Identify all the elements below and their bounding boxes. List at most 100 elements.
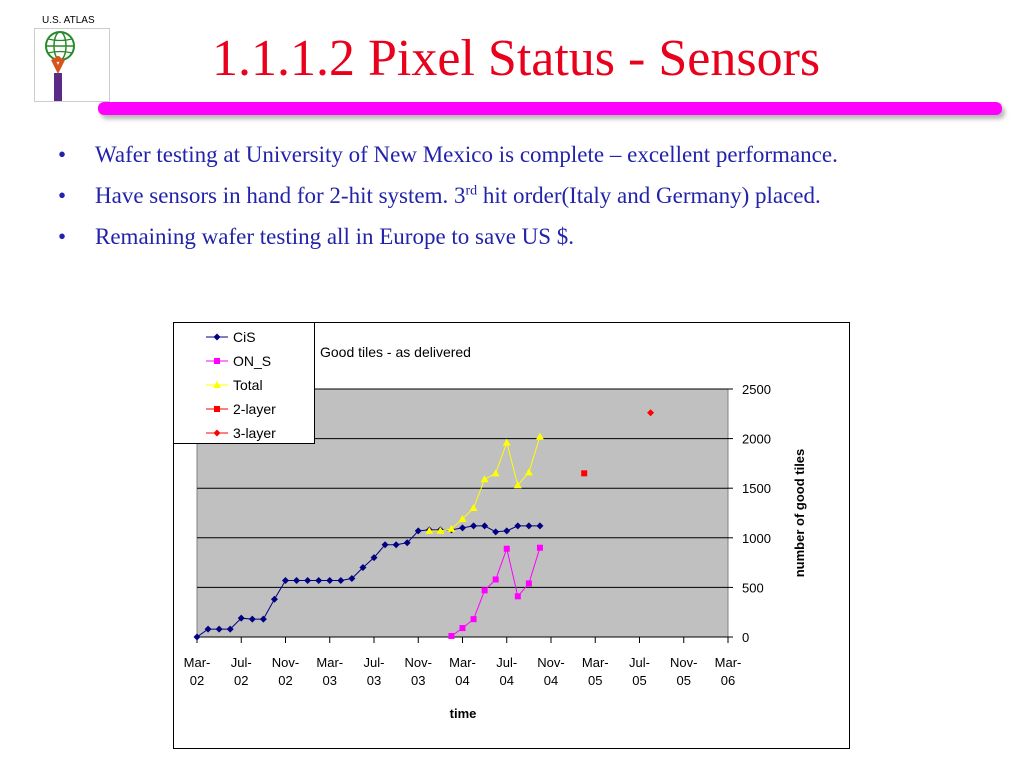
data-point-on-s — [525, 580, 532, 587]
data-point-cis — [248, 615, 256, 623]
data-point-cis — [359, 564, 367, 572]
data-point-total — [425, 526, 434, 534]
data-point-cis — [293, 576, 301, 584]
data-point-cis — [381, 541, 389, 549]
bullet-dot: • — [58, 183, 67, 208]
x-tick-label: Mar-04 — [449, 655, 476, 688]
y-tick-label: 500 — [742, 580, 764, 595]
data-point-total — [502, 438, 511, 446]
bullet-list: • Wafer testing at University of New Mexi… — [58, 138, 958, 261]
plot-area — [196, 388, 729, 638]
data-point-cis — [459, 524, 466, 532]
data-point-cis — [315, 576, 323, 584]
data-point-cis — [237, 614, 245, 622]
data-point-cis — [215, 625, 223, 633]
data-point-total — [524, 468, 533, 476]
data-point-total — [447, 524, 456, 532]
data-point-on-s — [503, 545, 510, 552]
data-point-total — [480, 475, 489, 483]
data-point-cis — [226, 625, 234, 633]
data-point-total — [513, 481, 522, 489]
x-tick-label: Jul-05 — [629, 655, 650, 688]
data-point-on-s — [514, 593, 521, 600]
legend-marker-3-layer — [213, 429, 221, 437]
bullet-item: • Have sensors in hand for 2-hit system. … — [58, 179, 958, 212]
data-point-cis — [193, 633, 201, 641]
y-tick-label: 2500 — [742, 382, 771, 397]
title-underline-bar — [98, 102, 1002, 115]
bullet-dot: • — [58, 142, 67, 167]
x-tick-label: Jul-02 — [231, 655, 252, 688]
data-point-on-s — [448, 633, 455, 640]
tiles-chart: 0 500 1000 1500 2000 2500 Mar-02 Jul-02 Nov-02 Ma… — [173, 322, 850, 749]
x-tick-label: Nov-04 — [537, 655, 564, 688]
data-point-cis — [370, 554, 378, 562]
bullet-superscript: rd — [465, 183, 478, 199]
data-point-cis — [204, 625, 212, 633]
y-tick-label: 2000 — [742, 432, 771, 447]
legend-label-2-layer: 2-layer — [233, 401, 276, 417]
y-axis-label: number of good tiles — [792, 449, 807, 578]
data-point-total — [535, 432, 544, 440]
data-point-3-layer — [647, 409, 655, 417]
bullet-text: Have sensors in hand for 2-hit system. 3 — [95, 183, 466, 208]
x-tick-label: Jul-04 — [496, 655, 517, 688]
data-point-on-s — [470, 616, 477, 623]
data-point-cis — [326, 576, 334, 584]
x-tick-label: Nov-03 — [405, 655, 432, 688]
data-point-cis — [481, 522, 489, 530]
legend-label-on-s: ON_S — [233, 353, 271, 369]
legend-label-cis: CiS — [233, 329, 256, 345]
bullet-item: • Remaining wafer testing all in Europe t… — [58, 220, 958, 253]
data-point-total — [458, 514, 467, 522]
x-tick-label: Jul-03 — [364, 655, 385, 688]
data-point-cis — [282, 576, 289, 584]
data-point-cis — [525, 522, 533, 530]
data-point-cis — [536, 522, 544, 530]
data-point-total — [469, 504, 478, 512]
legend-marker-on-s — [214, 358, 220, 364]
data-point-cis — [259, 615, 267, 623]
data-point-cis — [514, 522, 522, 530]
data-point-cis — [503, 527, 511, 535]
y-tick-label: 1500 — [742, 481, 771, 496]
bullet-text: Wafer testing at University of New Mexic… — [95, 142, 838, 167]
legend-label-3-layer: 3-layer — [233, 425, 276, 441]
bullet-dot: • — [58, 224, 67, 249]
data-point-cis — [392, 541, 400, 549]
data-point-on-s — [481, 587, 488, 594]
data-point-on-s — [492, 576, 499, 583]
x-tick-label: Mar-05 — [582, 655, 609, 688]
legend-label-total: Total — [233, 377, 263, 393]
y-tick-label: 1000 — [742, 531, 771, 546]
data-point-cis — [304, 576, 312, 584]
data-point-cis — [337, 576, 345, 584]
bullet-item: • Wafer testing at University of New Mexi… — [58, 138, 958, 171]
data-point-on-s — [459, 625, 466, 632]
legend-marker-cis — [213, 333, 221, 341]
data-point-cis — [492, 528, 500, 536]
legend-marker-total — [213, 381, 221, 388]
data-point-2-layer — [581, 470, 588, 477]
x-tick-label: Nov-05 — [670, 655, 697, 688]
x-tick-label: Mar-06 — [715, 655, 742, 688]
data-point-cis — [270, 595, 278, 603]
legend-box — [173, 322, 315, 444]
data-point-cis — [470, 522, 478, 530]
x-tick-label: Mar-02 — [184, 655, 211, 688]
atlas-figure-icon — [45, 31, 75, 101]
bullet-text: Remaining wafer testing all in Europe to… — [95, 224, 575, 249]
bullet-text-cont: hit order(Italy and Germany) placed. — [477, 183, 821, 208]
y-tick-label: 0 — [742, 630, 749, 645]
data-point-cis — [414, 527, 422, 535]
data-point-cis — [348, 574, 356, 582]
logo-text: U.S. ATLAS — [42, 15, 95, 26]
data-point-total — [436, 526, 445, 534]
data-point-on-s — [536, 544, 543, 551]
data-point-total — [491, 469, 500, 477]
page-title: 1.1.1.2 Pixel Status - Sensors — [212, 30, 821, 87]
chart-title: Good tiles - as delivered — [320, 344, 471, 360]
legend-marker-2-layer — [214, 406, 220, 412]
atlas-logo — [34, 28, 110, 102]
x-axis-label: time — [450, 706, 477, 721]
